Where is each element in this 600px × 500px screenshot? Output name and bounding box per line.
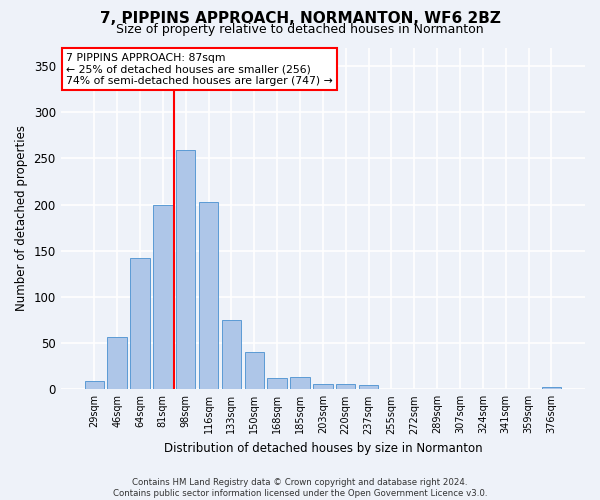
Bar <box>199 202 218 390</box>
Bar <box>542 386 561 390</box>
Text: Size of property relative to detached houses in Normanton: Size of property relative to detached ho… <box>116 22 484 36</box>
Bar <box>130 258 149 390</box>
Bar <box>336 384 355 390</box>
Text: Contains HM Land Registry data © Crown copyright and database right 2024.
Contai: Contains HM Land Registry data © Crown c… <box>113 478 487 498</box>
Bar <box>313 384 332 390</box>
Bar <box>107 336 127 390</box>
Bar <box>221 320 241 390</box>
Bar <box>268 378 287 390</box>
Bar <box>153 206 173 390</box>
X-axis label: Distribution of detached houses by size in Normanton: Distribution of detached houses by size … <box>164 442 482 455</box>
Bar <box>176 150 196 390</box>
Bar <box>359 384 378 390</box>
Bar <box>290 378 310 390</box>
Text: 7 PIPPINS APPROACH: 87sqm
← 25% of detached houses are smaller (256)
74% of semi: 7 PIPPINS APPROACH: 87sqm ← 25% of detac… <box>66 52 332 86</box>
Y-axis label: Number of detached properties: Number of detached properties <box>15 126 28 312</box>
Bar <box>245 352 264 390</box>
Text: 7, PIPPINS APPROACH, NORMANTON, WF6 2BZ: 7, PIPPINS APPROACH, NORMANTON, WF6 2BZ <box>100 11 500 26</box>
Bar <box>85 381 104 390</box>
